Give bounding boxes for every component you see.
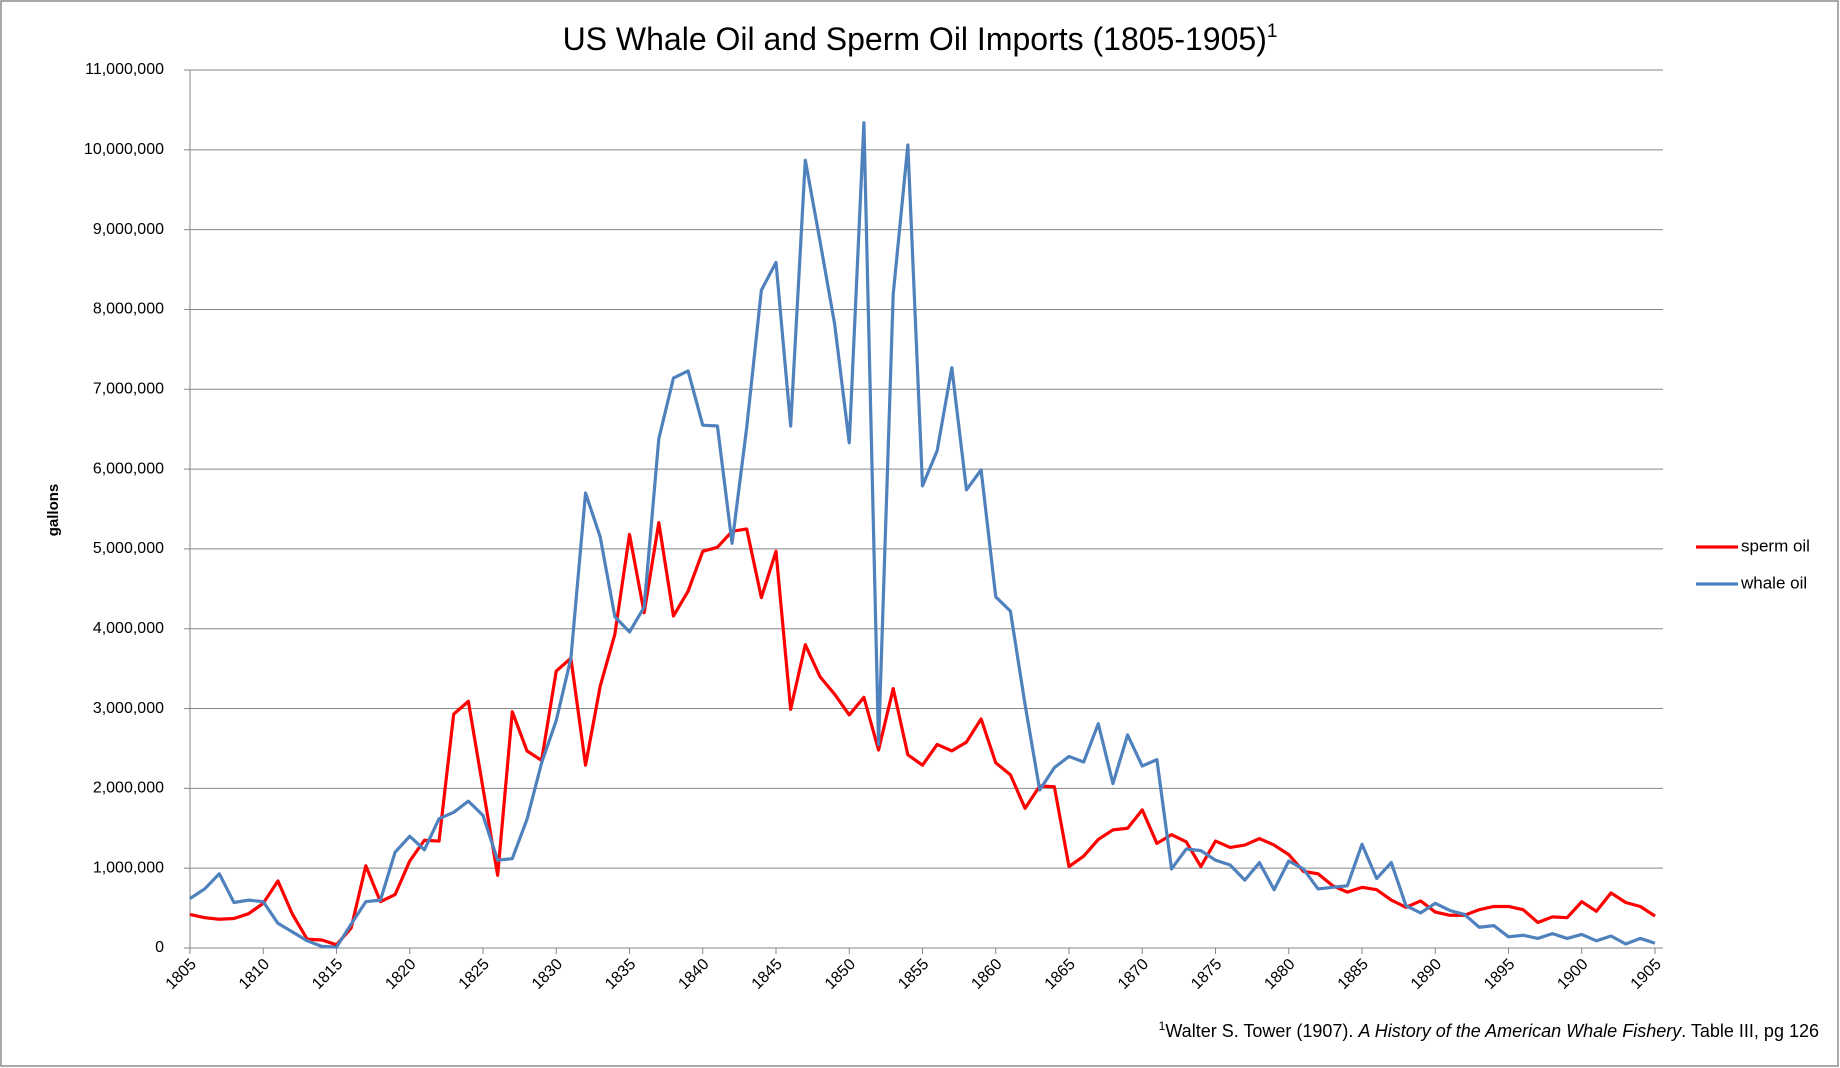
chart-title: US Whale Oil and Sperm Oil Imports (1805…: [563, 21, 1278, 57]
footnote-text: . Table III, pg 126: [1681, 1021, 1819, 1041]
footnote-marker: 1: [1159, 1019, 1166, 1033]
y-tick-label: 5,000,000: [93, 540, 164, 557]
y-tick-label: 11,000,000: [85, 61, 164, 78]
data-line: [189, 121, 1656, 949]
legend-label: whale oil: [1740, 573, 1807, 592]
y-axis-label: gallons: [45, 484, 62, 537]
y-tick-label: 1,000,000: [93, 859, 164, 876]
footnote: 1Walter S. Tower (1907). A History of th…: [1159, 1019, 1819, 1041]
y-tick-label: 6,000,000: [93, 460, 164, 477]
y-tick-label: 10,000,000: [84, 141, 164, 158]
y-tick-label: 3,000,000: [93, 700, 164, 717]
title-text: US Whale Oil and Sperm Oil Imports (1805…: [563, 21, 1267, 57]
y-tick-label: 4,000,000: [93, 620, 164, 637]
legend-label: sperm oil: [1741, 536, 1810, 555]
y-tick-label: 2,000,000: [93, 780, 164, 797]
y-tick-label: 0: [155, 939, 164, 956]
y-tick-label: 8,000,000: [93, 301, 164, 318]
data-line: [189, 520, 1656, 947]
title-superscript: 1: [1267, 21, 1278, 42]
footnote-italic: A History of the American Whale Fishery: [1357, 1021, 1682, 1041]
footnote-text: Walter S. Tower (1907).: [1165, 1021, 1358, 1041]
y-tick-label: 9,000,000: [93, 221, 164, 238]
y-tick-label: 7,000,000: [93, 380, 164, 397]
